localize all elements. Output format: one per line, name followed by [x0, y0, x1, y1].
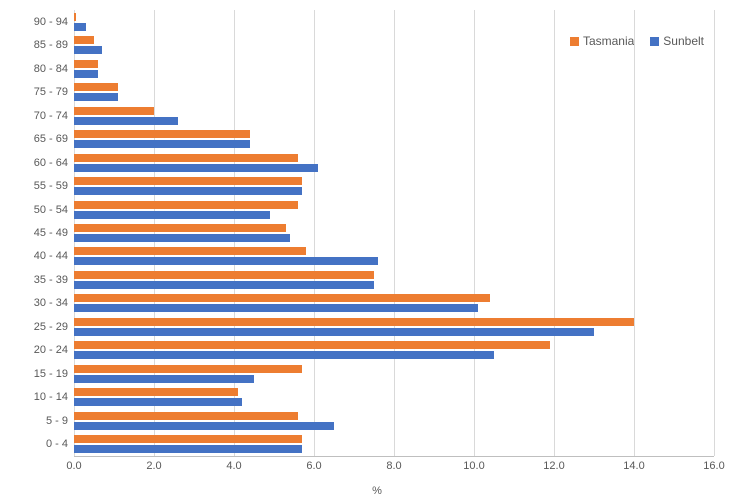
bar-group [74, 107, 714, 125]
bar-tasmania [74, 271, 374, 279]
x-tick-label: 16.0 [703, 460, 724, 472]
y-tick-label: 40 - 44 [0, 250, 68, 262]
y-tick-label: 80 - 84 [0, 63, 68, 75]
bar-tasmania [74, 13, 76, 21]
bar-sunbelt [74, 46, 102, 54]
bar-sunbelt [74, 257, 378, 265]
bar-tasmania [74, 388, 238, 396]
bar-sunbelt [74, 398, 242, 406]
bar-sunbelt [74, 93, 118, 101]
y-tick-label: 75 - 79 [0, 86, 68, 98]
y-tick-label: 0 - 4 [0, 438, 68, 450]
bar-tasmania [74, 365, 302, 373]
gridline [714, 10, 715, 456]
bar-sunbelt [74, 304, 478, 312]
bar-tasmania [74, 294, 490, 302]
y-tick-label: 10 - 14 [0, 391, 68, 403]
bar-group [74, 36, 714, 54]
bar-sunbelt [74, 328, 594, 336]
bar-tasmania [74, 154, 298, 162]
bar-sunbelt [74, 422, 334, 430]
bar-group [74, 435, 714, 453]
bar-group [74, 177, 714, 195]
bar-group [74, 271, 714, 289]
age-distribution-chart: Tasmania Sunbelt 0 - 45 - 910 - 1415 - 1… [0, 0, 754, 503]
bar-tasmania [74, 341, 550, 349]
bar-group [74, 201, 714, 219]
bar-tasmania [74, 130, 250, 138]
bar-tasmania [74, 318, 634, 326]
bar-tasmania [74, 224, 286, 232]
bar-sunbelt [74, 375, 254, 383]
bar-sunbelt [74, 445, 302, 453]
bar-group [74, 294, 714, 312]
y-tick-label: 60 - 64 [0, 157, 68, 169]
bar-tasmania [74, 60, 98, 68]
y-tick-label: 20 - 24 [0, 344, 68, 356]
x-tick-label: 0.0 [66, 460, 81, 472]
bar-tasmania [74, 247, 306, 255]
bar-sunbelt [74, 23, 86, 31]
x-axis-title: % [372, 485, 382, 497]
bar-sunbelt [74, 117, 178, 125]
x-tick-label: 6.0 [306, 460, 321, 472]
bar-sunbelt [74, 211, 270, 219]
y-tick-label: 30 - 34 [0, 297, 68, 309]
x-tick-label: 12.0 [543, 460, 564, 472]
bar-sunbelt [74, 164, 318, 172]
bar-sunbelt [74, 187, 302, 195]
bar-tasmania [74, 107, 154, 115]
x-tick-label: 8.0 [386, 460, 401, 472]
x-tick-label: 4.0 [226, 460, 241, 472]
bar-group [74, 83, 714, 101]
bar-group [74, 365, 714, 383]
y-tick-label: 45 - 49 [0, 227, 68, 239]
x-tick-label: 14.0 [623, 460, 644, 472]
bar-tasmania [74, 435, 302, 443]
bar-group [74, 60, 714, 78]
bar-tasmania [74, 412, 298, 420]
bar-group [74, 318, 714, 336]
bar-tasmania [74, 36, 94, 44]
y-tick-label: 70 - 74 [0, 110, 68, 122]
bar-group [74, 388, 714, 406]
x-tick-label: 10.0 [463, 460, 484, 472]
bar-group [74, 130, 714, 148]
y-tick-label: 5 - 9 [0, 415, 68, 427]
bar-sunbelt [74, 70, 98, 78]
bar-group [74, 412, 714, 430]
y-tick-label: 85 - 89 [0, 39, 68, 51]
bar-group [74, 247, 714, 265]
bar-tasmania [74, 177, 302, 185]
y-tick-label: 65 - 69 [0, 133, 68, 145]
y-tick-label: 90 - 94 [0, 16, 68, 28]
bar-sunbelt [74, 234, 290, 242]
y-tick-label: 35 - 39 [0, 274, 68, 286]
x-tick-label: 2.0 [146, 460, 161, 472]
y-tick-label: 25 - 29 [0, 321, 68, 333]
bar-tasmania [74, 83, 118, 91]
bar-group [74, 154, 714, 172]
bar-sunbelt [74, 281, 374, 289]
bar-tasmania [74, 201, 298, 209]
bar-group [74, 13, 714, 31]
y-tick-label: 50 - 54 [0, 204, 68, 216]
bar-group [74, 224, 714, 242]
plot-area [74, 10, 714, 457]
y-tick-label: 55 - 59 [0, 180, 68, 192]
bar-sunbelt [74, 140, 250, 148]
bar-sunbelt [74, 351, 494, 359]
bar-group [74, 341, 714, 359]
y-tick-label: 15 - 19 [0, 368, 68, 380]
